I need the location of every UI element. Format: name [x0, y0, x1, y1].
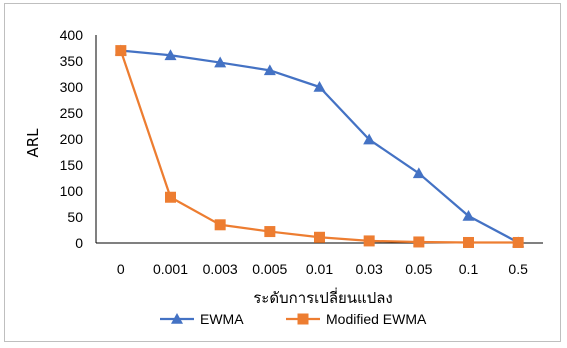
data-point [164, 49, 177, 61]
data-point [363, 235, 375, 247]
data-point [363, 133, 376, 145]
x-tick-label: 0.003 [203, 261, 238, 277]
x-tick-label: 0.05 [405, 261, 432, 277]
y-tick-label: 0 [75, 235, 83, 251]
y-tick-label: 50 [67, 209, 83, 225]
y-tick-label: 200 [60, 131, 84, 147]
series-1 [115, 45, 524, 248]
y-tick-label: 100 [60, 183, 84, 199]
x-tick-label: 0.005 [252, 261, 287, 277]
data-point [512, 236, 524, 248]
x-axis-title: ระดับการเปลี่ยนแปลง [253, 287, 393, 307]
legend-marker [297, 313, 309, 325]
y-tick-label: 350 [60, 53, 84, 69]
y-tick-label: 300 [60, 79, 84, 95]
y-tick-label: 400 [60, 27, 84, 43]
data-point [314, 231, 325, 243]
legend: EWMA Modified EWMA [160, 311, 427, 327]
x-tick-label: 0.1 [459, 261, 479, 277]
chart-frame [4, 3, 561, 342]
data-point [413, 236, 425, 248]
legend-marker [171, 313, 183, 324]
data-point [412, 167, 425, 179]
y-tick-label: 150 [60, 157, 84, 173]
data-point [165, 191, 176, 203]
data-point [463, 236, 474, 248]
series-line [119, 50, 519, 244]
data-point [214, 219, 226, 231]
x-tick-label: 0.001 [153, 261, 188, 277]
y-axis: 0 50 100 150 200 250 300 350 400 [60, 27, 97, 251]
y-axis-title: ARL [24, 128, 42, 158]
data-point [313, 81, 326, 92]
series-layer [114, 44, 525, 248]
x-tick-label: 0.01 [306, 261, 333, 277]
x-tick-label: 0.5 [508, 261, 528, 277]
y-tick-label: 250 [60, 105, 84, 121]
x-tick-label: 0.03 [356, 261, 383, 277]
legend-item: EWMA [160, 311, 244, 327]
data-point [214, 56, 227, 68]
legend-item: Modified EWMA [286, 311, 427, 327]
data-point [263, 64, 276, 76]
x-tick-label: 0 [117, 261, 125, 277]
legend-label: Modified EWMA [326, 311, 427, 327]
x-axis: 0 0.001 0.003 0.005 0.01 0.03 0.05 0.1 0.5 [96, 242, 543, 277]
data-point [264, 226, 276, 238]
data-point [462, 209, 475, 221]
series-line [120, 49, 519, 244]
series-0 [114, 44, 525, 248]
data-point [115, 45, 127, 57]
legend-label: EWMA [200, 311, 244, 327]
